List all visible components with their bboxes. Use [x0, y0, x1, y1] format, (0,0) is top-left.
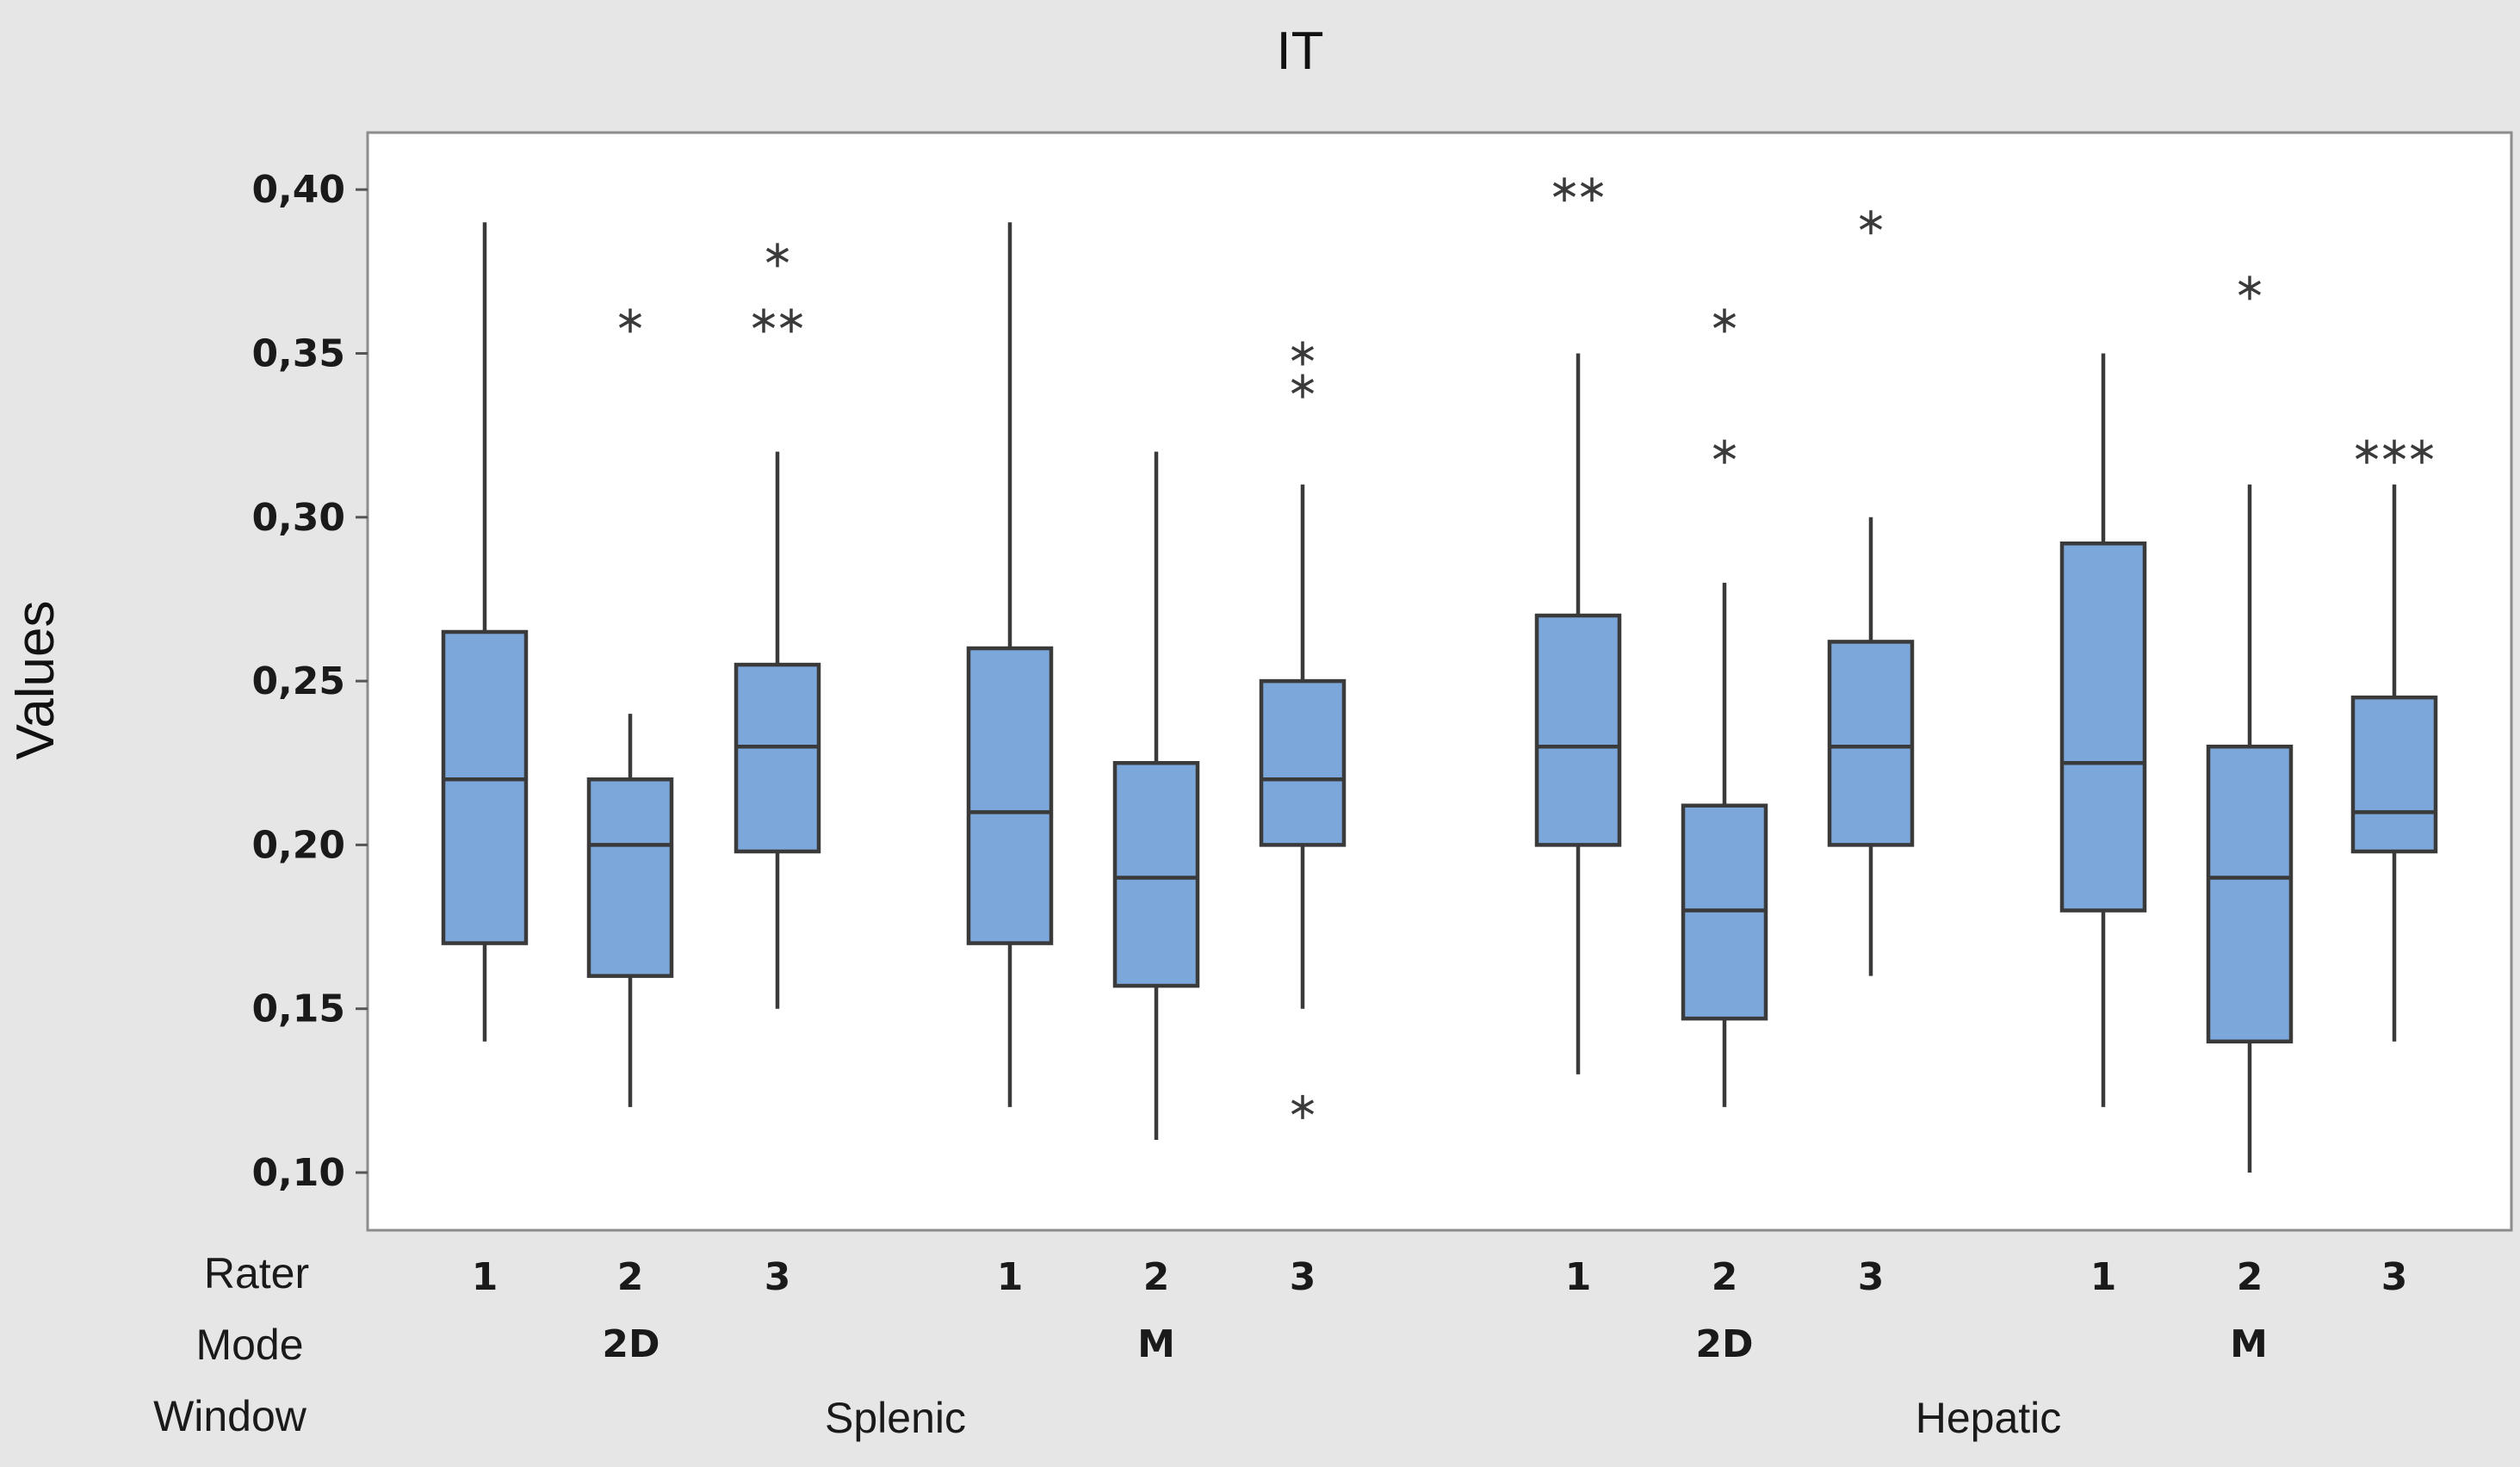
outlier-stroke [1580, 182, 1604, 197]
row-title-rater: Rater [204, 1249, 309, 1297]
y-tick-label: 0,25 [251, 659, 345, 703]
outlier-marker [2410, 439, 2434, 464]
rater-label: 1 [472, 1255, 498, 1299]
box-hepatic-2d-rater-3 [1827, 210, 1915, 976]
box-hepatic-m-rater-1 [2059, 353, 2147, 1107]
rater-label: 3 [2381, 1255, 2408, 1299]
iqr-box [586, 777, 674, 978]
box-series [441, 177, 2438, 1173]
y-axis: 0,10 0,15 0,20 0,25 0,30 0,35 0,40 [251, 168, 368, 1195]
outlier-stroke [2382, 444, 2406, 460]
outlier-stroke [2355, 444, 2379, 460]
box-hepatic-m-rater-2 [2206, 275, 2294, 1173]
outlier-stroke [618, 313, 642, 328]
box-splenic-2d-rater-1 [441, 222, 529, 1042]
mode-label: M [2230, 1322, 2268, 1366]
outlier-marker [1552, 177, 1576, 202]
outlier-marker [765, 243, 789, 268]
box-splenic-m-rater-2 [1112, 451, 1200, 1140]
outlier-marker [779, 308, 803, 333]
rater-label: 3 [1290, 1255, 1316, 1299]
outlier-stroke [2238, 280, 2262, 295]
outlier-marker [1291, 374, 1315, 399]
rater-label: 1 [2090, 1255, 2117, 1299]
y-tick-label: 0,35 [251, 332, 345, 376]
outlier-stroke [1712, 313, 1737, 328]
y-tick-label: 0,30 [251, 496, 345, 540]
outlier-stroke [1291, 1099, 1315, 1115]
rater-label: 1 [997, 1255, 1024, 1299]
mode-label: M [1137, 1322, 1175, 1366]
box-hepatic-m-rater-3 [2350, 439, 2438, 1042]
iqr-box [1827, 640, 1915, 847]
outlier-marker [2355, 439, 2379, 464]
y-axis-title: Values [6, 601, 65, 760]
window-label: Hepatic [1916, 1394, 2062, 1442]
category-labels: 1 2 3 2D 1 2 3 M Splenic 1 2 3 2D 1 2 3 M Hepatic [472, 1255, 2408, 1442]
mode-label: 2D [1695, 1322, 1753, 1366]
outlier-stroke [1712, 444, 1737, 460]
chart-title: IT [1276, 22, 1323, 81]
iqr-box [441, 629, 529, 945]
outlier-marker [1291, 341, 1315, 366]
outlier-marker [2238, 275, 2262, 300]
outlier-stroke [1291, 379, 1315, 394]
rater-label: 2 [1143, 1255, 1170, 1299]
outlier-marker [1712, 308, 1737, 333]
y-tick-label: 0,15 [251, 987, 345, 1031]
iqr-box [2059, 541, 2147, 913]
mode-label: 2D [602, 1322, 659, 1366]
outlier-marker [618, 308, 642, 333]
rater-label: 2 [1712, 1255, 1738, 1299]
outlier-marker [1580, 177, 1604, 202]
box-splenic-m-rater-1 [966, 222, 1054, 1107]
rater-label: 3 [765, 1255, 791, 1299]
iqr-box [1112, 761, 1200, 988]
outlier-stroke [765, 247, 789, 263]
outlier-marker [752, 308, 776, 333]
row-title-window: Window [153, 1392, 307, 1440]
box-hepatic-2d-rater-2 [1681, 308, 1768, 1107]
box-splenic-2d-rater-3 [734, 243, 821, 1009]
box-hepatic-2d-rater-1 [1534, 177, 1622, 1074]
iqr-box [966, 646, 1054, 945]
outlier-stroke [1291, 345, 1315, 362]
y-tick-label: 0,20 [251, 823, 345, 867]
y-tick-label: 0,40 [251, 168, 345, 212]
row-title-mode: Mode [195, 1321, 303, 1369]
plot-area [366, 131, 2513, 1232]
outlier-stroke [779, 313, 803, 328]
rater-label: 1 [1565, 1255, 1592, 1299]
iqr-box [2350, 695, 2438, 854]
outlier-marker [2382, 439, 2406, 464]
outlier-stroke [2410, 444, 2434, 460]
outlier-marker [1291, 1094, 1315, 1119]
iqr-box [1259, 678, 1347, 847]
rater-label: 3 [1858, 1255, 1885, 1299]
window-label: Splenic [825, 1394, 966, 1442]
outlier-stroke [1859, 214, 1883, 230]
iqr-box [2206, 744, 2294, 1044]
box-splenic-m-rater-3 [1259, 341, 1347, 1119]
iqr-box [1534, 613, 1622, 847]
outlier-stroke [1552, 182, 1576, 197]
rater-label: 2 [617, 1255, 644, 1299]
y-tick-label: 0,10 [251, 1151, 345, 1195]
box-splenic-2d-rater-2 [586, 308, 674, 1107]
rater-label: 2 [2237, 1255, 2263, 1299]
outlier-marker [1712, 439, 1737, 464]
outlier-marker [1859, 210, 1883, 235]
iqr-box [734, 662, 821, 854]
outlier-stroke [752, 313, 776, 328]
